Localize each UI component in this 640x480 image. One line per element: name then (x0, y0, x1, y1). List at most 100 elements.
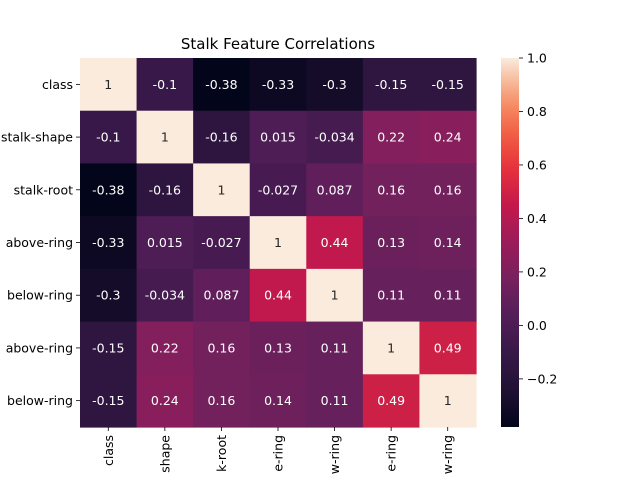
cell-value-label: -0.3 (322, 77, 346, 92)
cell-value-label: 1 (387, 340, 395, 355)
cell-value-label: 0.16 (208, 340, 236, 355)
cell-value-label: 0.22 (377, 130, 405, 145)
heatmap-cell (249, 216, 307, 270)
heatmap-cell (419, 321, 477, 375)
cell-value-label: 0.14 (434, 235, 462, 250)
cell-value-label: 0.087 (204, 288, 240, 303)
heatmap-cell (193, 58, 251, 112)
cell-value-label: -0.027 (201, 235, 241, 250)
cell-value-label: -0.1 (96, 130, 120, 145)
cell-value-label: 0.14 (264, 393, 292, 408)
cell-value-label: -0.15 (92, 340, 124, 355)
cell-value-label: 0.11 (321, 393, 349, 408)
cell-value-label: 1 (161, 130, 169, 145)
cell-value-label: -0.33 (92, 235, 124, 250)
column-tick-label: k-root (214, 435, 229, 472)
cell-value-label: 0.015 (260, 130, 296, 145)
row-tick-label: above-ring (6, 340, 73, 355)
cell-value-label: 1 (331, 288, 339, 303)
cell-value-label: 0.16 (434, 182, 462, 197)
heatmap-cell (362, 216, 421, 270)
heatmap-cell (136, 374, 194, 428)
cell-value-label: 0.087 (317, 182, 353, 197)
heatmap-cell (136, 321, 194, 375)
heatmap-cell (362, 110, 421, 165)
row-tick-labels: class stalk-shape stalk-root above-ring belo… (1, 77, 80, 408)
heatmap-cell (249, 163, 307, 217)
row-tick-label: class (42, 77, 73, 92)
cell-value-label: -0.1 (153, 77, 177, 92)
heatmap-cell (362, 268, 421, 323)
cell-value-label: 0.22 (151, 340, 179, 355)
heatmap-cell (419, 268, 477, 323)
heatmap-cell (80, 216, 138, 270)
cell-value-label: 0.24 (151, 393, 179, 408)
heatmap-cell (362, 163, 421, 217)
heatmap-cell (193, 110, 251, 165)
cell-value-label: 0.13 (264, 340, 292, 355)
cell-value-label: 0.49 (434, 340, 462, 355)
heatmap-cell (306, 321, 364, 375)
column-tick-label: class (101, 435, 116, 466)
column-tick-label: w-ring (440, 435, 455, 474)
heatmap-cell (419, 110, 477, 165)
heatmap-cell (136, 58, 194, 112)
heatmap-cell (80, 321, 138, 375)
cell-value-label: 0.11 (321, 340, 349, 355)
cell-value-label: -0.027 (258, 182, 298, 197)
heatmap-cell (136, 216, 194, 270)
heatmap-cell (80, 268, 138, 323)
column-tick-labels: class shape k-root e-ring w-ring e-ring w-ring (101, 427, 455, 474)
cell-value-label: -0.034 (314, 130, 354, 145)
heatmap-cell (136, 163, 194, 217)
heatmap-cell (80, 58, 138, 112)
heatmap-cell (362, 321, 421, 375)
cell-value-label: 1 (104, 77, 112, 92)
cell-value-label: -0.16 (149, 182, 181, 197)
cell-value-label: -0.38 (205, 77, 237, 92)
colorbar-tick-label: −0.2 (527, 371, 557, 386)
cell-value-label: -0.034 (145, 288, 185, 303)
heatmap-cell (193, 216, 251, 270)
cell-value-label: 0.13 (377, 235, 405, 250)
cell-value-label: 0.015 (147, 235, 183, 250)
heatmap-cell (306, 268, 364, 323)
heatmap-cell (249, 374, 307, 428)
cell-value-label: 1 (274, 235, 282, 250)
row-tick-label: stalk-shape (1, 130, 73, 145)
colorbar-tick-label: 1.0 (527, 51, 547, 66)
cell-value-label: -0.3 (96, 288, 120, 303)
heatmap-cell (249, 58, 307, 112)
column-tick-label: e-ring (271, 435, 286, 472)
column-tick-label: e-ring (384, 435, 399, 472)
cell-value-label: -0.16 (205, 130, 237, 145)
heatmap-cell (193, 163, 251, 217)
heatmap-cell (193, 374, 251, 428)
row-tick-label: below-ring (7, 288, 73, 303)
cell-value-label: -0.15 (92, 393, 124, 408)
colorbar-tick-label: 0.8 (527, 104, 547, 119)
cell-value-label: 1 (444, 393, 452, 408)
heatmap-cell (306, 374, 364, 428)
heatmap-cell (362, 58, 421, 112)
cell-value-label: 0.11 (377, 288, 405, 303)
column-tick-label: w-ring (327, 435, 342, 474)
heatmap-cells: 1 -0.1 -0.38 -0.33 -0.3 -0.15 -0.15 -0.1 1 -0.16 0… (80, 58, 477, 428)
heatmap-cell (419, 374, 477, 428)
cell-value-label: 1 (217, 182, 225, 197)
heatmap-cell (419, 216, 477, 270)
colorbar-tick-label: 0.6 (527, 157, 547, 172)
row-tick-label: above-ring (6, 235, 73, 250)
heatmap-cell (136, 110, 194, 165)
heatmap-cell (306, 58, 364, 112)
row-tick-label: below-ring (7, 393, 73, 408)
column-tick-label: shape (157, 435, 172, 473)
colorbar-gradient (501, 58, 519, 427)
cell-value-label: 0.16 (377, 182, 405, 197)
chart-title: Stalk Feature Correlations (181, 35, 375, 53)
cell-value-label: -0.15 (432, 77, 464, 92)
colorbar-tick-label: 0.2 (527, 264, 547, 279)
cell-value-label: 0.11 (434, 288, 462, 303)
colorbar-tick-label: 0.4 (527, 211, 547, 226)
